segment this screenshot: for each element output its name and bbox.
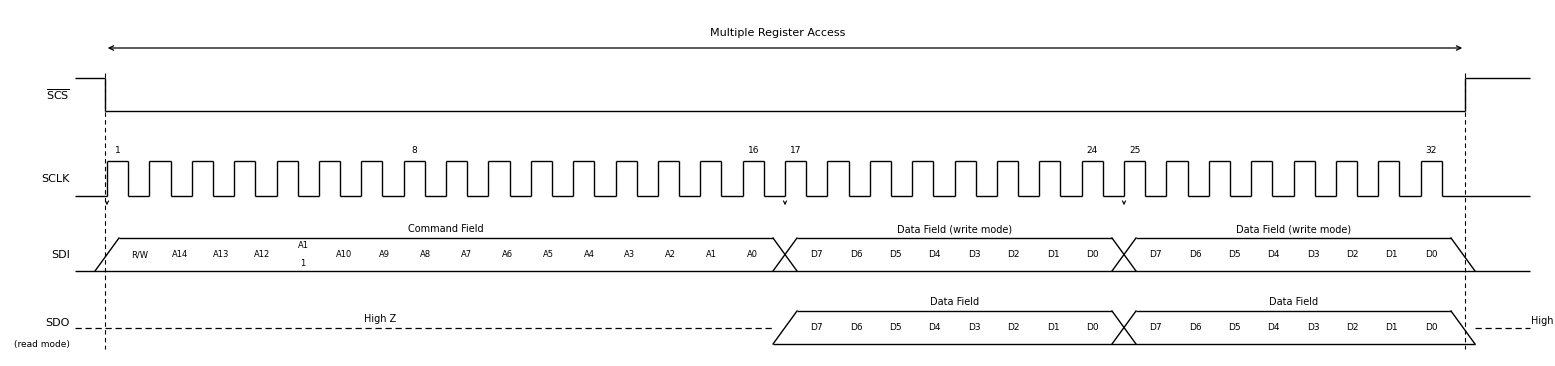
Text: Data Field: Data Field: [1269, 297, 1319, 307]
Text: 24: 24: [1087, 146, 1098, 155]
Text: A14: A14: [173, 250, 188, 259]
Text: D7: D7: [810, 323, 823, 332]
Text: A0: A0: [746, 250, 759, 259]
Text: (read mode): (read mode): [14, 340, 70, 348]
Text: 32: 32: [1426, 146, 1437, 155]
Text: A12: A12: [253, 250, 271, 259]
Text: SDI: SDI: [51, 250, 70, 259]
Text: A8: A8: [420, 250, 431, 259]
Text: D4: D4: [928, 250, 941, 259]
Text: 8: 8: [412, 146, 417, 155]
Text: D2: D2: [1008, 323, 1020, 332]
Text: 1: 1: [300, 259, 306, 269]
Text: 25: 25: [1129, 146, 1140, 155]
Text: D0: D0: [1085, 323, 1099, 332]
Text: D5: D5: [1228, 250, 1241, 259]
Text: Multiple Register Access: Multiple Register Access: [709, 28, 846, 38]
Text: Data Field (write mode): Data Field (write mode): [1236, 224, 1351, 234]
Text: D7: D7: [1149, 323, 1162, 332]
Text: A13: A13: [213, 250, 230, 259]
Text: D5: D5: [1228, 323, 1241, 332]
Text: D7: D7: [810, 250, 823, 259]
Text: SDO: SDO: [45, 318, 70, 329]
Text: D1: D1: [1386, 323, 1398, 332]
Text: D6: D6: [849, 323, 863, 332]
Text: D2: D2: [1008, 250, 1020, 259]
Text: A9: A9: [379, 250, 390, 259]
Text: R/W: R/W: [131, 250, 148, 259]
Text: High Z: High Z: [1532, 315, 1555, 325]
Text: A1: A1: [297, 240, 308, 250]
Text: D5: D5: [889, 250, 902, 259]
Text: D2: D2: [1347, 323, 1359, 332]
Text: 17: 17: [790, 146, 801, 155]
Text: A10: A10: [336, 250, 351, 259]
Text: D5: D5: [889, 323, 902, 332]
Text: A3: A3: [625, 250, 636, 259]
Text: Command Field: Command Field: [407, 224, 484, 234]
Text: D6: D6: [1188, 323, 1202, 332]
Text: A6: A6: [502, 250, 513, 259]
Text: D0: D0: [1424, 250, 1438, 259]
Text: D1: D1: [1047, 323, 1059, 332]
Text: High Z: High Z: [364, 314, 397, 324]
Text: 16: 16: [748, 146, 759, 155]
Text: D3: D3: [1306, 250, 1320, 259]
Text: D1: D1: [1047, 250, 1059, 259]
Text: $\overline{\mathsf{SCS}}$: $\overline{\mathsf{SCS}}$: [47, 87, 70, 102]
Text: A2: A2: [666, 250, 676, 259]
Text: A4: A4: [583, 250, 594, 259]
Text: D2: D2: [1347, 250, 1359, 259]
Text: SCLK: SCLK: [42, 173, 70, 183]
Text: D3: D3: [967, 250, 981, 259]
Text: A5: A5: [543, 250, 554, 259]
Text: D3: D3: [1306, 323, 1320, 332]
Text: Data Field (write mode): Data Field (write mode): [897, 224, 1012, 234]
Text: D7: D7: [1149, 250, 1162, 259]
Text: A1: A1: [706, 250, 717, 259]
Text: D0: D0: [1085, 250, 1099, 259]
Text: D0: D0: [1424, 323, 1438, 332]
Text: D6: D6: [849, 250, 863, 259]
Text: Data Field: Data Field: [930, 297, 980, 307]
Text: D1: D1: [1386, 250, 1398, 259]
Text: D6: D6: [1188, 250, 1202, 259]
Text: D4: D4: [928, 323, 941, 332]
Text: D3: D3: [967, 323, 981, 332]
Text: A7: A7: [460, 250, 473, 259]
Text: 1: 1: [115, 146, 120, 155]
Text: D4: D4: [1267, 250, 1280, 259]
Text: D4: D4: [1267, 323, 1280, 332]
